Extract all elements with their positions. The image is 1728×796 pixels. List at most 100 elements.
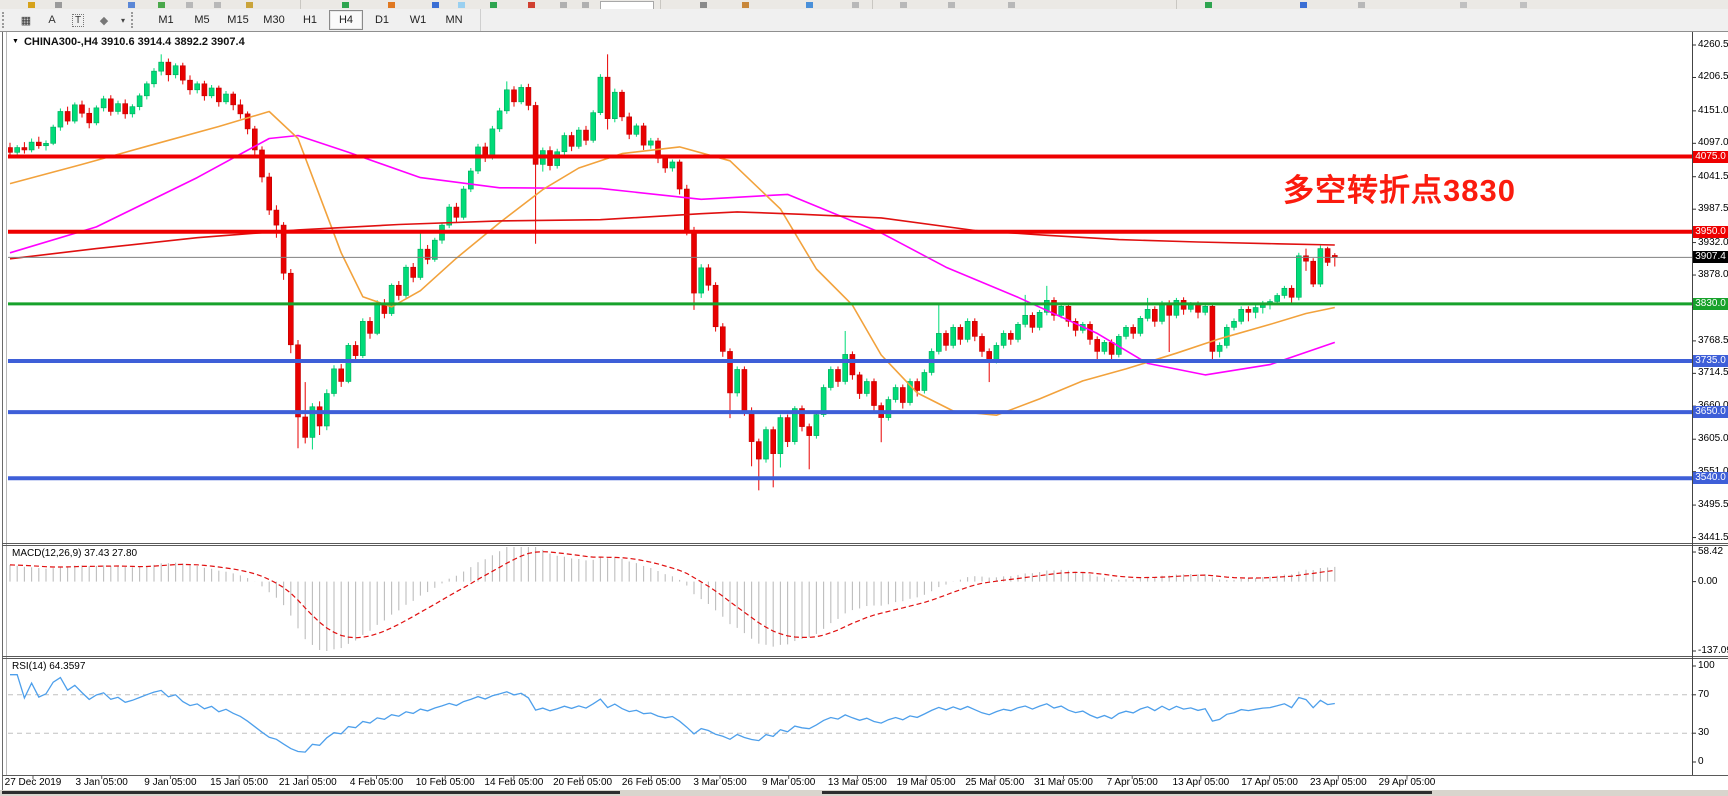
candle (590, 110, 597, 143)
candle (885, 396, 892, 421)
candle (244, 111, 251, 135)
candle (115, 100, 121, 115)
candle (964, 318, 971, 343)
candle (410, 263, 417, 283)
candle (223, 91, 229, 105)
time-label: 26 Feb 05:00 (621, 777, 681, 788)
shapes-tool-icon[interactable]: ◆ (99, 14, 109, 27)
candle (698, 264, 705, 298)
timeframe-button-h1[interactable]: H1 (302, 14, 318, 26)
time-label: 21 Jan 05:00 (278, 777, 337, 788)
time-label: 9 Mar 05:00 (762, 777, 816, 788)
scrollbar-track-segment[interactable] (822, 791, 1432, 794)
candle (950, 324, 957, 349)
icon-fragment (1460, 2, 1467, 8)
candle (518, 84, 525, 105)
candle (359, 318, 366, 359)
price-tick: 3932.0 (1698, 236, 1728, 248)
timeframe-button-m5[interactable]: M5 (194, 14, 210, 26)
timeframe-button-mn[interactable]: MN (445, 14, 463, 26)
candle (1015, 321, 1021, 343)
price-tick: 3714.5 (1698, 367, 1728, 379)
candle (395, 281, 402, 301)
toolbar-separator (480, 9, 481, 31)
candle (575, 127, 582, 149)
candle (1123, 324, 1129, 340)
time-label: 3 Mar 05:00 (693, 777, 747, 788)
candle (122, 99, 128, 119)
window-left-border (2, 31, 3, 796)
candle (1209, 303, 1216, 360)
icon-fragment (458, 2, 465, 8)
scrollbar-track-segment[interactable] (2, 791, 620, 794)
candle (64, 106, 71, 125)
candle (813, 412, 820, 439)
candle (907, 378, 913, 406)
candle (21, 142, 28, 154)
price-tick: 3605.0 (1698, 433, 1728, 445)
candle (1231, 318, 1237, 331)
text-tool-icon[interactable]: A (48, 14, 56, 26)
icon-fragment (186, 2, 193, 8)
timeframe-button-m30[interactable]: M30 (263, 14, 285, 26)
candle (323, 389, 330, 431)
candle (316, 401, 323, 436)
icon-fragment (806, 2, 813, 8)
chart-annotation-text: 多空转折点3830 (1283, 173, 1516, 208)
candle (676, 159, 683, 195)
timeframe-button-m15[interactable]: M15 (227, 14, 249, 26)
time-label: 23 Apr 05:00 (1309, 777, 1367, 788)
time-label: 20 Feb 05:00 (553, 777, 613, 788)
macd-layer (9, 547, 1336, 651)
rsi-tick: 70 (1698, 688, 1710, 700)
candle (136, 93, 143, 111)
candle (496, 107, 503, 132)
icon-fragment (1300, 2, 1307, 8)
candle (295, 339, 301, 449)
shapes-dropdown-icon[interactable]: ▾ (120, 15, 125, 25)
candle (1324, 246, 1331, 267)
timeframe-button-h4[interactable]: H4 (329, 10, 363, 30)
toolbar-separator (660, 0, 661, 9)
icon-fragment (246, 2, 253, 8)
timeframe-button-m1[interactable]: M1 (158, 14, 174, 26)
timeframe-toolbar-grip[interactable] (131, 12, 138, 28)
time-label: 10 Feb 05:00 (415, 777, 475, 788)
candle (1051, 297, 1057, 321)
candle (93, 105, 100, 126)
candle (1036, 309, 1043, 331)
chart-plot-area[interactable] (8, 32, 1692, 542)
horizontal-scrollbar[interactable] (0, 790, 1728, 796)
candle (8, 142, 13, 157)
rsi-indicator-label: RSI(14) 64.3597 (12, 661, 86, 672)
time-label: 13 Apr 05:00 (1172, 777, 1230, 788)
candle (943, 330, 949, 351)
time-label: 27 Dec 2019 (4, 777, 62, 788)
candle (719, 323, 726, 357)
icon-fragment (214, 2, 221, 8)
timeframe-button-d1[interactable]: D1 (374, 14, 390, 26)
candle (755, 438, 762, 491)
toolbar-separator (300, 0, 301, 9)
macd-tick: -137.09 (1698, 645, 1728, 656)
candle (208, 84, 215, 99)
symbol-dropdown-icon[interactable]: ▼ (12, 38, 19, 45)
timeframe-button-w1[interactable]: W1 (409, 14, 427, 26)
icon-fragment (900, 2, 907, 8)
current-price-badge: 3907.4 (1693, 251, 1728, 264)
grid-tool-icon[interactable]: ▦ (20, 14, 32, 27)
candle (1000, 330, 1007, 349)
candle (856, 371, 863, 399)
candle (777, 414, 784, 468)
time-label: 31 Mar 05:00 (1034, 777, 1093, 788)
candle (50, 124, 57, 146)
candle (734, 366, 741, 397)
candle (784, 414, 791, 448)
candle (424, 244, 431, 265)
candle (1281, 285, 1288, 299)
candle (201, 80, 208, 101)
label-tool-icon[interactable]: T (66, 11, 90, 29)
price-tick: 4151.0 (1698, 104, 1728, 116)
candle (1303, 248, 1309, 271)
toolbar-grip[interactable] (2, 12, 9, 28)
